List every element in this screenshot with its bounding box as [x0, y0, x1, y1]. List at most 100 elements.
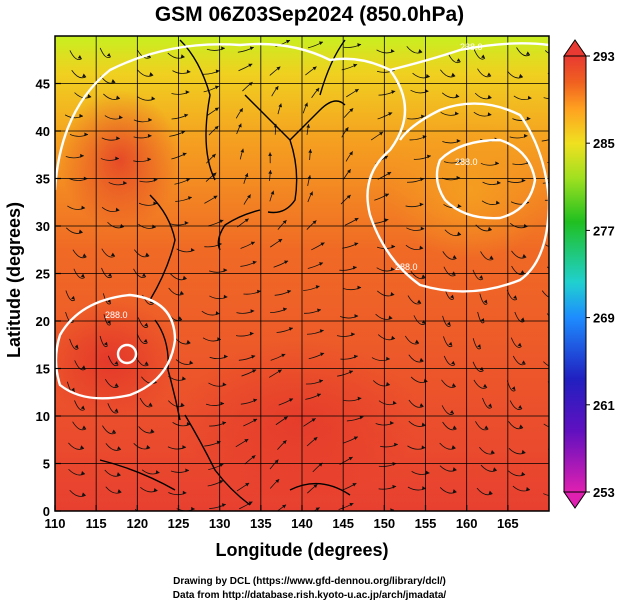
y-tick-label: 40 — [36, 124, 50, 139]
streamline-arrow — [518, 73, 523, 78]
y-tick-label: 5 — [43, 457, 50, 472]
streamline-arrow — [81, 492, 86, 497]
streamline-arrow — [488, 490, 493, 495]
streamline-arrow — [278, 103, 283, 108]
streamline-arrow — [521, 360, 526, 364]
streamline-arrow — [107, 299, 111, 304]
streamline — [99, 335, 108, 348]
streamline-arrow — [155, 470, 160, 474]
coastlines — [99, 39, 351, 506]
streamline-arrow — [82, 73, 87, 78]
streamline-arrow — [110, 252, 115, 257]
x-axis: 110 115 120 125 130 135 140 145 150 155 160 165 — [45, 505, 519, 531]
streamline-arrow — [223, 268, 228, 273]
temperature-field: 288.0 288.0 288.0 288.0 — [55, 36, 560, 511]
streamline — [141, 376, 157, 384]
streamline — [444, 229, 462, 237]
streamline-arrow — [141, 273, 146, 277]
streamline — [107, 355, 119, 367]
streamline — [472, 269, 484, 281]
streamline-arrow — [117, 489, 122, 493]
streamline — [407, 295, 422, 305]
streamline-arrow — [71, 295, 75, 300]
y-tick-label: 35 — [36, 172, 50, 187]
streamline — [102, 293, 112, 305]
streamline-arrow — [182, 152, 187, 157]
streamline-arrow — [448, 341, 453, 346]
streamline-arrow — [420, 226, 425, 231]
streamline-arrow — [354, 218, 359, 222]
streamline-arrow — [178, 316, 183, 320]
streamline-arrow — [357, 285, 362, 290]
x-tick-label: 130 — [209, 516, 231, 531]
streamline-arrow — [111, 429, 116, 433]
streamline-arrow — [451, 360, 456, 365]
streamline-arrow — [354, 89, 359, 93]
x-tick-label: 115 — [86, 516, 107, 531]
streamline-arrow — [114, 361, 119, 365]
streamline — [512, 355, 526, 366]
streamline — [442, 315, 451, 327]
streamline-arrow — [319, 329, 324, 333]
streamline-arrow — [384, 218, 389, 223]
streamline-arrow — [556, 363, 560, 367]
streamline — [508, 448, 526, 455]
streamline — [101, 248, 116, 258]
y-axis: 0 5 10 15 20 25 30 35 40 45 — [36, 77, 61, 519]
streamline — [442, 421, 457, 431]
streamline-arrow — [490, 449, 495, 454]
streamline-arrow — [359, 415, 364, 420]
streamline-arrow — [451, 445, 456, 449]
streamline — [69, 490, 86, 497]
x-tick-label: 145 — [332, 516, 354, 531]
streamline — [175, 359, 194, 365]
x-tick-label: 120 — [126, 516, 148, 531]
streamline-arrow — [347, 169, 351, 174]
streamline — [477, 311, 485, 324]
streamline-arrow — [185, 90, 190, 95]
streamline-arrow — [222, 421, 227, 426]
streamline — [439, 487, 457, 494]
streamline-arrow — [487, 72, 492, 76]
streamline — [477, 68, 492, 78]
streamline-arrow — [357, 43, 362, 47]
streamline-arrow — [240, 148, 245, 153]
streamline — [548, 332, 549, 334]
streamline-arrow — [421, 319, 426, 324]
streamline-arrow — [219, 479, 224, 484]
streamline-arrow — [349, 502, 354, 507]
streamline-arrow — [283, 416, 288, 421]
streamline-arrow — [391, 90, 396, 94]
streamline-arrow — [215, 69, 220, 74]
streamline-arrow — [388, 112, 393, 116]
streamline-arrow — [384, 193, 389, 198]
streamline — [443, 355, 456, 366]
streamline-arrow — [148, 117, 152, 122]
colorbar-tick-label: 285 — [593, 136, 615, 151]
streamline-arrow — [143, 338, 148, 343]
streamline-arrow — [349, 370, 353, 374]
streamline-arrow — [81, 470, 85, 475]
streamline-arrow — [390, 267, 395, 271]
streamline — [65, 227, 83, 234]
y-tick-label: 30 — [36, 219, 50, 234]
streamline-arrow — [282, 307, 287, 312]
streamline-arrow — [149, 72, 154, 76]
streamline-arrow — [74, 344, 79, 349]
wind-streamlines — [64, 39, 560, 511]
streamline-arrow — [244, 439, 249, 443]
streamline-arrow — [277, 369, 282, 374]
streamline-arrow — [354, 242, 359, 247]
y-tick-label: 10 — [36, 409, 50, 424]
streamline — [377, 290, 395, 297]
colorbar: 293 285 277 269 261 253 — [563, 39, 615, 509]
streamline-arrow — [451, 383, 456, 387]
streamline-arrow — [274, 86, 279, 91]
streamline-arrow — [248, 501, 253, 506]
colorbar-tick-label: 253 — [593, 485, 615, 500]
streamline-arrow — [185, 468, 189, 473]
streamline-arrow — [456, 138, 461, 143]
streamline-arrow — [452, 255, 457, 259]
streamline — [543, 493, 549, 496]
streamline-arrow — [219, 219, 224, 224]
